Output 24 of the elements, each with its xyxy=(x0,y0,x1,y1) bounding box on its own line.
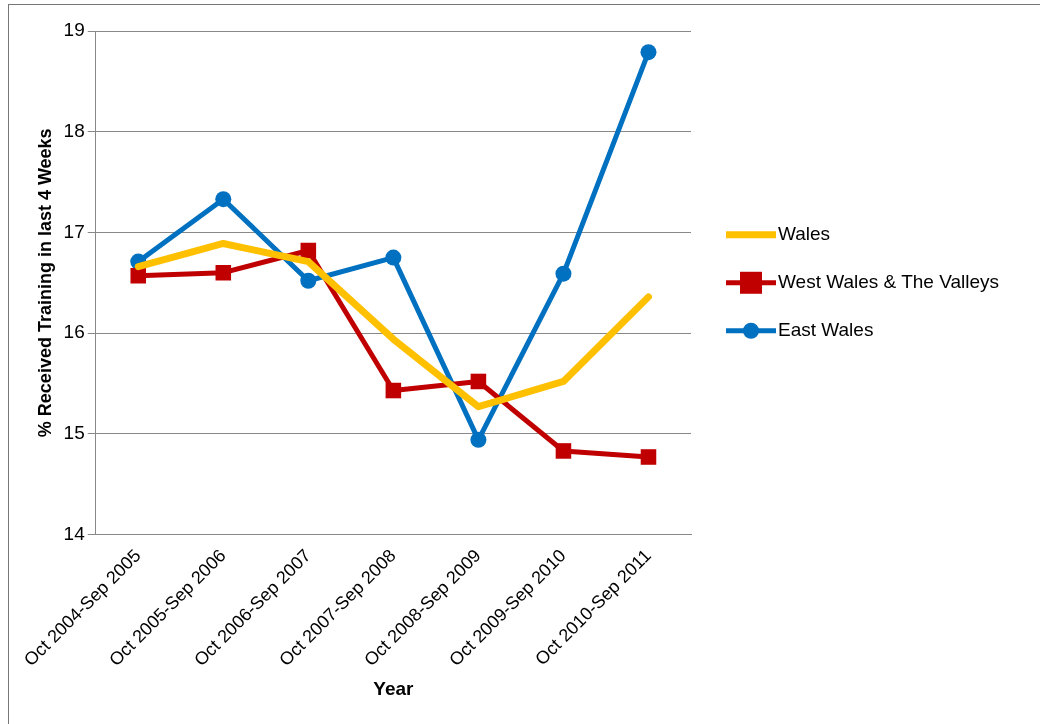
y-tick-label: 15 xyxy=(63,422,85,444)
y-tick-label: 18 xyxy=(63,119,85,141)
point xyxy=(300,272,317,289)
point xyxy=(470,431,487,448)
point xyxy=(300,242,317,259)
y-tick-label: 16 xyxy=(63,321,85,343)
x-axis-title: Year xyxy=(373,677,415,699)
y-tick-label: 17 xyxy=(63,220,85,242)
point xyxy=(385,382,402,399)
legend-label: West Wales & The Valleys xyxy=(778,271,1000,292)
point xyxy=(130,267,147,284)
legend-label: Wales xyxy=(778,223,831,244)
point xyxy=(215,264,232,281)
y-tick-label: 14 xyxy=(63,522,86,544)
point xyxy=(640,449,657,465)
legend-label: East Wales xyxy=(778,319,874,340)
point xyxy=(470,373,487,390)
point xyxy=(555,265,572,282)
point xyxy=(555,443,572,459)
point xyxy=(385,249,402,266)
point xyxy=(215,191,232,208)
point xyxy=(640,44,657,61)
y-tick-label: 19 xyxy=(63,19,85,41)
y-axis-title: % Received Training in last 4 Weeks xyxy=(34,128,55,438)
